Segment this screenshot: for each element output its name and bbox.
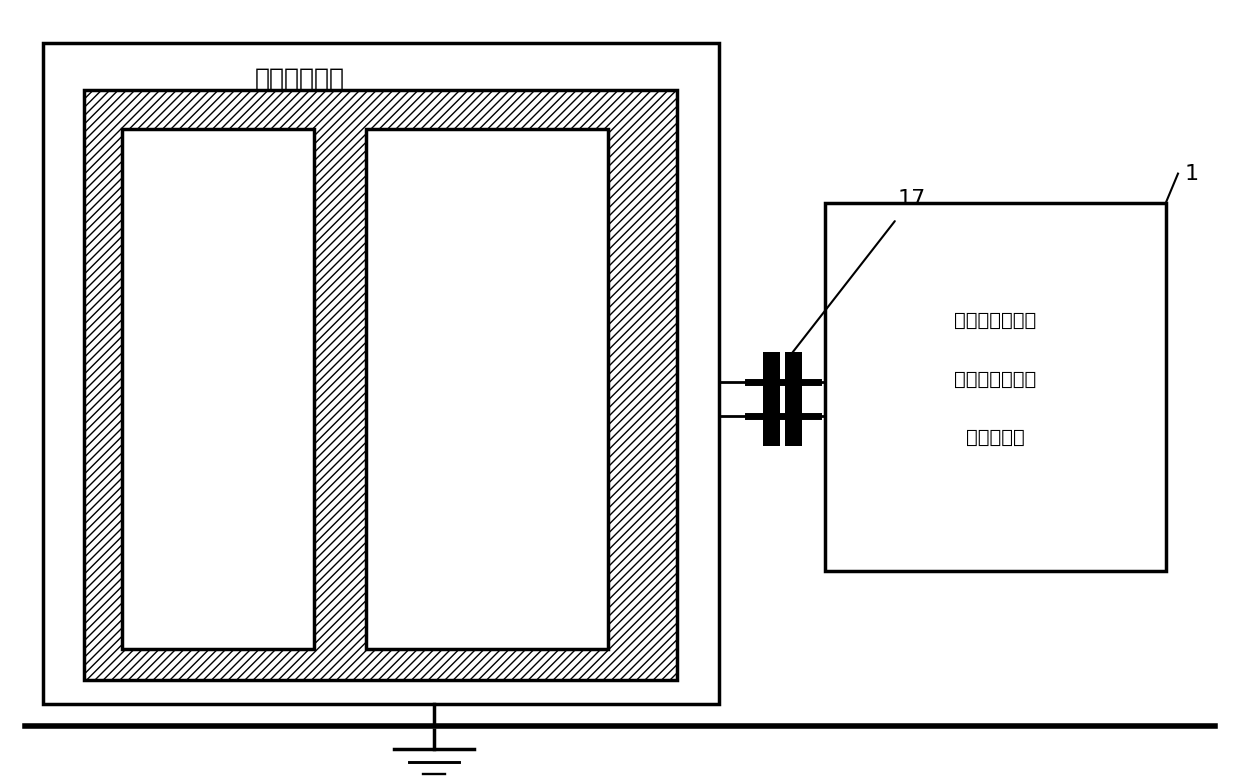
Bar — [785, 352, 802, 446]
Text: 油浸式变压器: 油浸式变压器 — [255, 66, 345, 90]
Bar — [122, 129, 314, 649]
Bar — [825, 203, 1166, 571]
Text: 17: 17 — [898, 189, 925, 210]
Bar — [763, 352, 780, 446]
Text: 基于光谱技术的: 基于光谱技术的 — [954, 311, 1037, 330]
Text: 线监测装置: 线监测装置 — [966, 429, 1024, 447]
Bar — [366, 129, 608, 649]
Text: 1: 1 — [1184, 163, 1198, 184]
Bar — [43, 43, 719, 704]
Text: 油中溶解气体在: 油中溶解气体在 — [954, 370, 1037, 389]
Bar — [84, 90, 677, 680]
